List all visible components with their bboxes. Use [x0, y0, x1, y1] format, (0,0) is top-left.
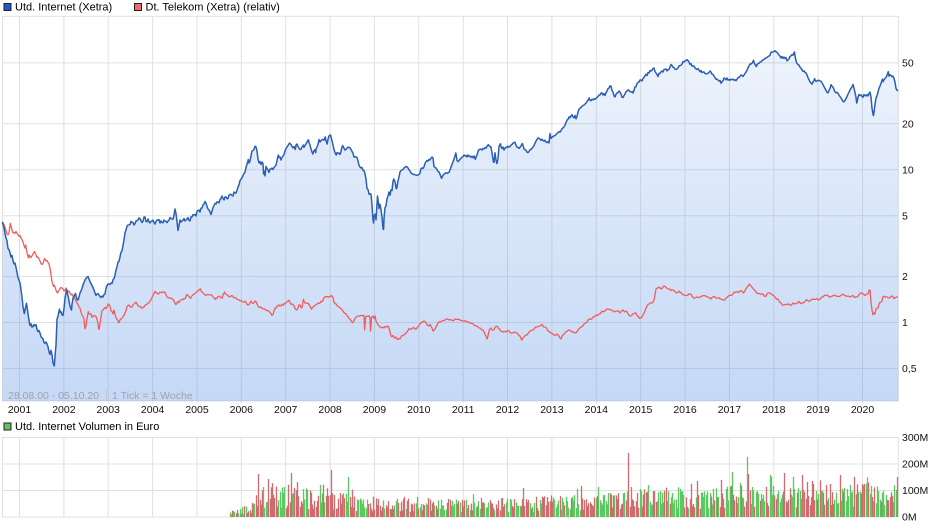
svg-text:50: 50: [902, 58, 914, 70]
svg-text:1: 1: [902, 317, 908, 329]
svg-text:2002: 2002: [52, 404, 76, 416]
svg-text:2019: 2019: [806, 404, 830, 416]
svg-text:2009: 2009: [363, 404, 387, 416]
svg-text:100M: 100M: [902, 485, 928, 497]
svg-text:2020: 2020: [851, 404, 875, 416]
svg-text:0,5: 0,5: [902, 363, 917, 375]
svg-text:2016: 2016: [673, 404, 697, 416]
svg-text:2010: 2010: [407, 404, 431, 416]
svg-text:2011: 2011: [452, 404, 475, 416]
svg-text:Dt. Telekom (Xetra) (relativ): Dt. Telekom (Xetra) (relativ): [146, 1, 280, 13]
svg-text:2: 2: [902, 271, 908, 283]
svg-text:2006: 2006: [230, 404, 254, 416]
svg-text:2018: 2018: [762, 404, 786, 416]
svg-text:2004: 2004: [141, 404, 165, 416]
svg-text:2012: 2012: [496, 404, 520, 416]
svg-text:10: 10: [902, 164, 914, 176]
svg-text:2017: 2017: [718, 404, 742, 416]
svg-text:2007: 2007: [274, 404, 298, 416]
svg-text:0M: 0M: [902, 512, 917, 524]
svg-text:5: 5: [902, 210, 908, 222]
svg-text:1 Tick = 1 Woche: 1 Tick = 1 Woche: [112, 390, 193, 402]
svg-text:2005: 2005: [185, 404, 209, 416]
svg-text:Utd. Internet Volumen in Euro: Utd. Internet Volumen in Euro: [15, 421, 159, 433]
svg-text:2015: 2015: [629, 404, 653, 416]
svg-text:20: 20: [902, 118, 914, 130]
svg-text:300M: 300M: [902, 432, 928, 444]
svg-text:2001: 2001: [8, 404, 32, 416]
svg-text:2014: 2014: [585, 404, 609, 416]
svg-text:28.08.00 - 05.10.20: 28.08.00 - 05.10.20: [8, 390, 99, 402]
svg-text:2008: 2008: [318, 404, 342, 416]
svg-text:200M: 200M: [902, 459, 928, 471]
svg-text:2003: 2003: [97, 404, 121, 416]
svg-text:2013: 2013: [540, 404, 564, 416]
svg-text:Utd. Internet (Xetra): Utd. Internet (Xetra): [15, 1, 112, 13]
